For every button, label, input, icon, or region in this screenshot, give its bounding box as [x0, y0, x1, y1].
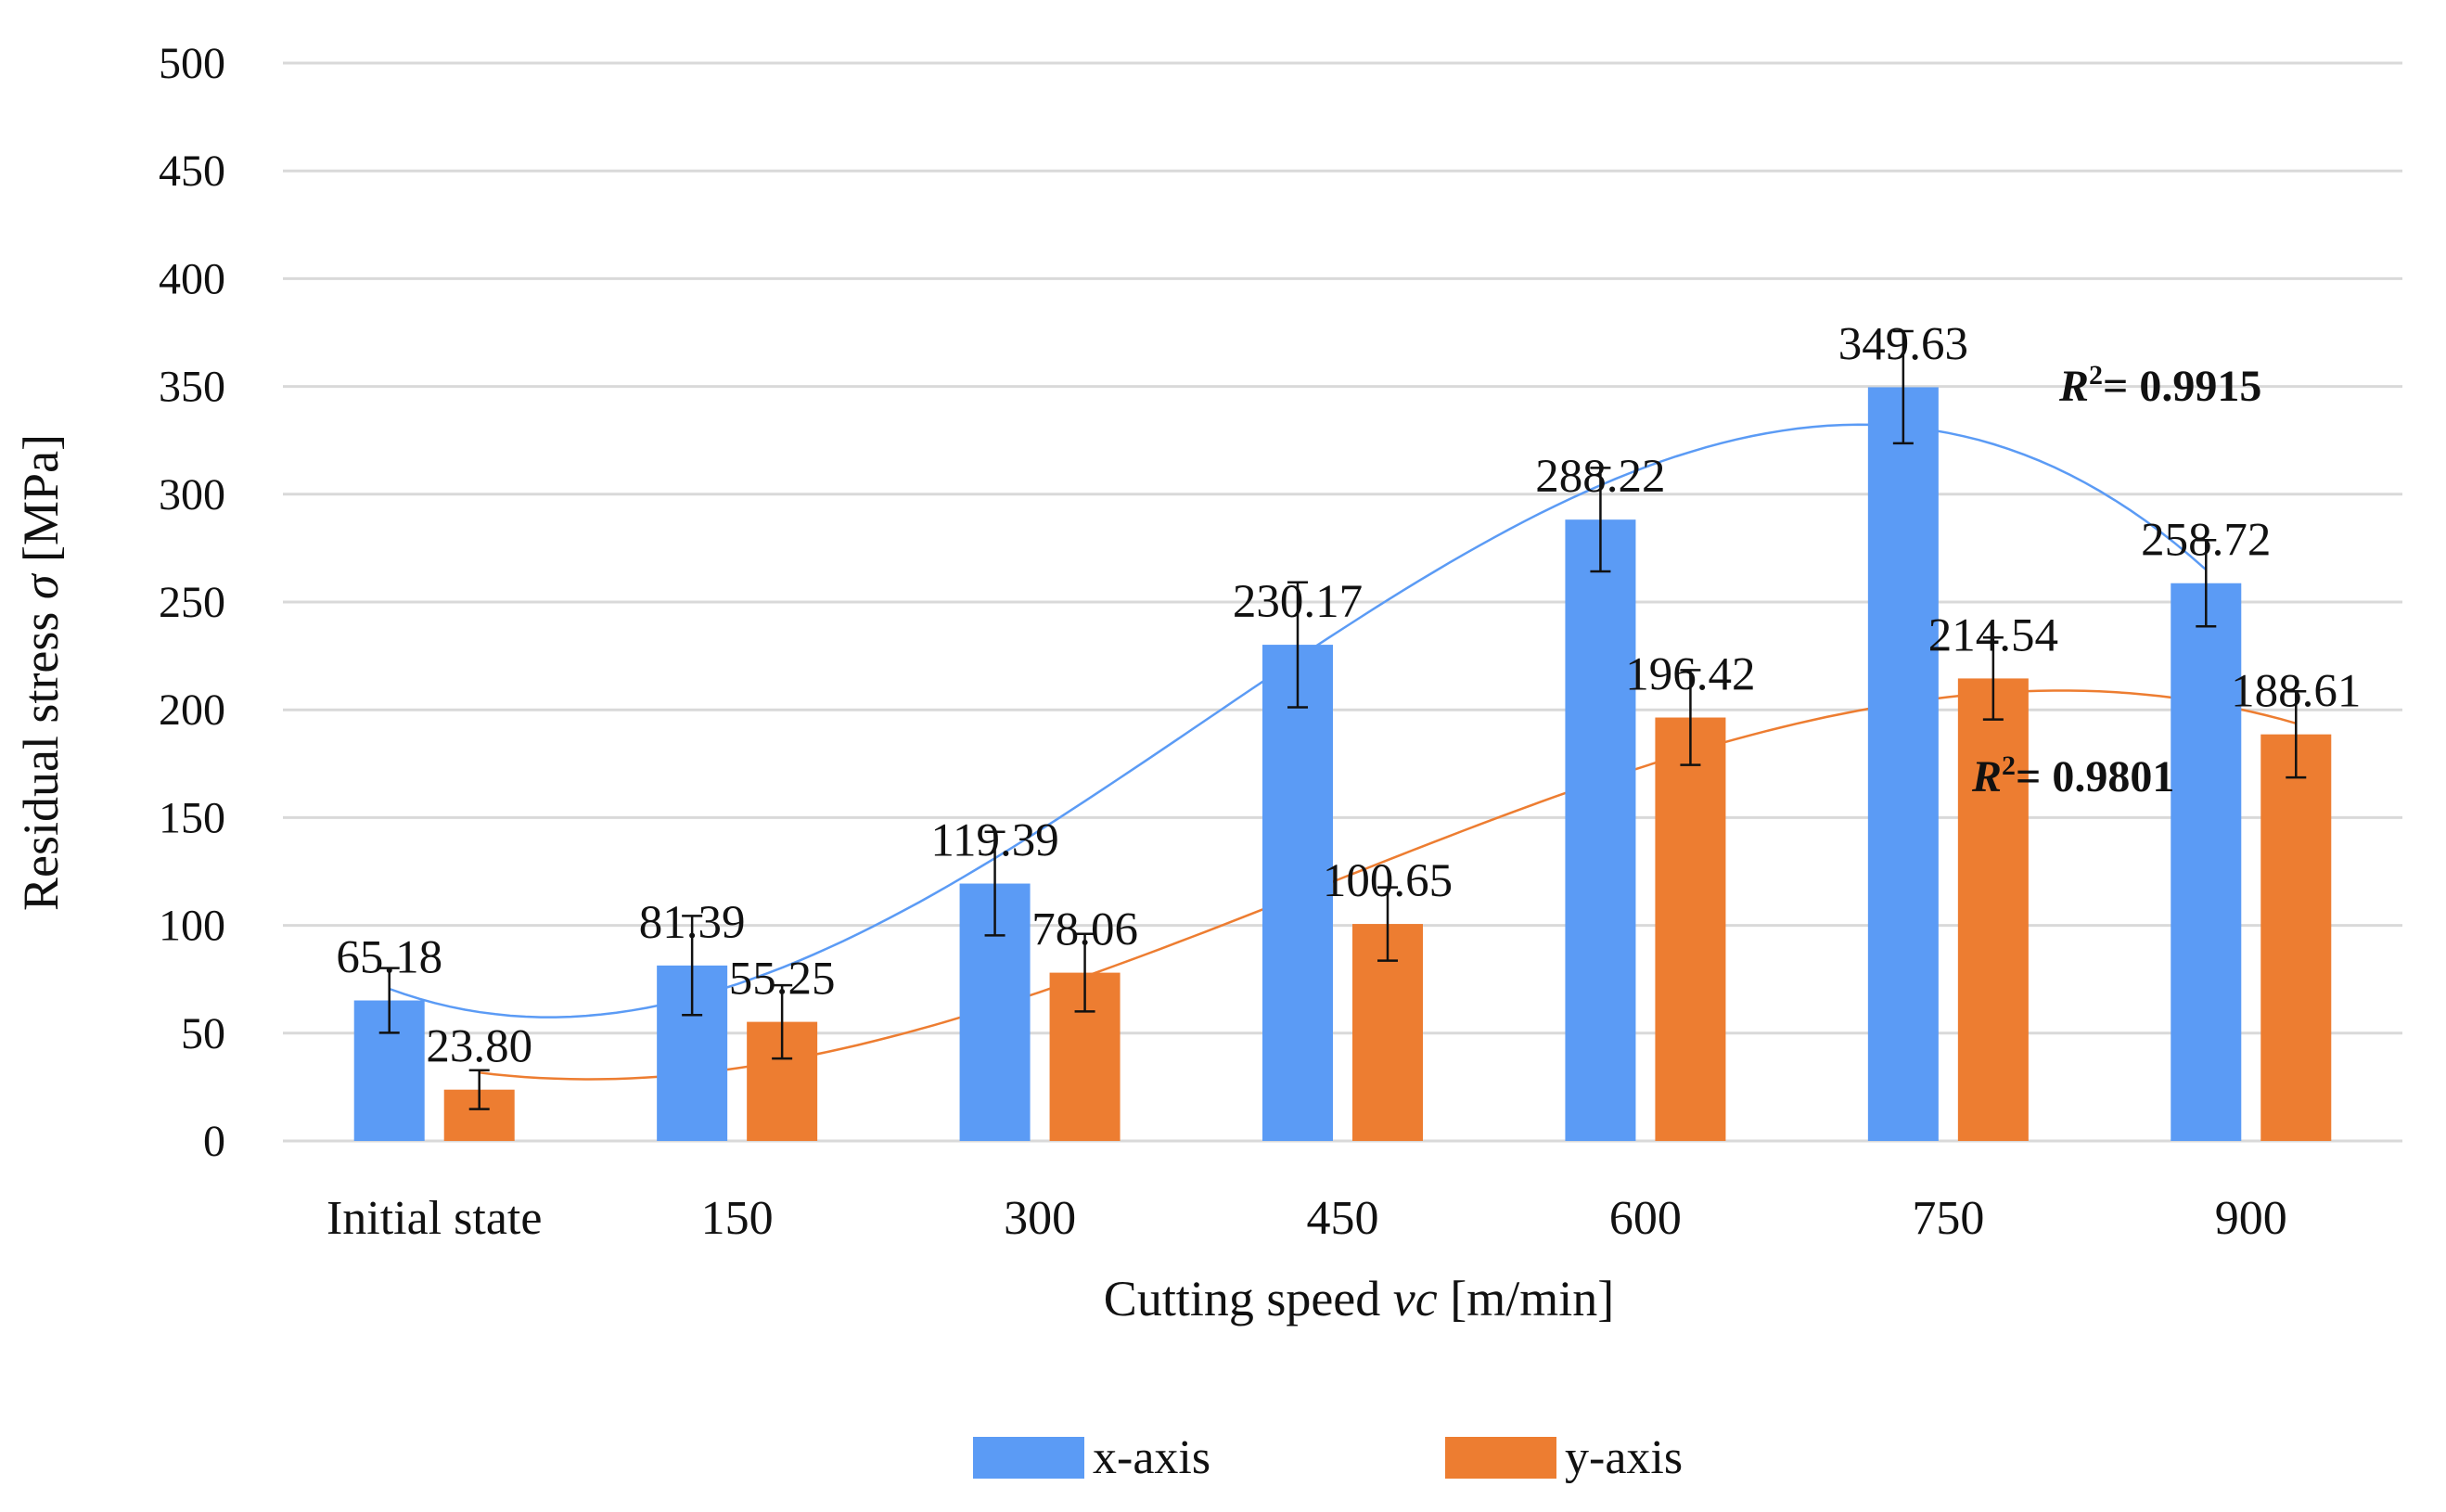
- bar-x-axis-600: [1565, 519, 1636, 1141]
- y-axis-title: Residual stress σ [MPa]: [13, 434, 69, 911]
- x-category-label: 600: [1609, 1192, 1682, 1245]
- data-label: 65.18: [336, 932, 442, 984]
- gridlines: [283, 61, 2402, 1143]
- legend-swatch-y-axis: [1445, 1437, 1556, 1479]
- data-label: 349.63: [1838, 318, 1968, 370]
- y-tick-label-400: 400: [159, 254, 225, 303]
- y-tick-label-350: 350: [159, 363, 225, 412]
- data-label: 196.42: [1625, 649, 1755, 701]
- bar-x-axis-900: [2171, 583, 2242, 1141]
- data-label: 100.65: [1323, 855, 1453, 907]
- bars: [353, 387, 2332, 1142]
- bar-y-axis-750: [1957, 678, 2029, 1141]
- y-tick-label-500: 500: [159, 39, 225, 88]
- x-category-label: 450: [1307, 1192, 1379, 1245]
- x-category-label: Initial state: [327, 1192, 542, 1245]
- data-label: 230.17: [1233, 576, 1363, 628]
- y-tick-label-450: 450: [159, 147, 225, 196]
- data-labels: 65.18 81.39 119.39 230.17 288.22 349.63 258.72…: [336, 318, 2361, 1072]
- y-tick-label-250: 250: [159, 578, 225, 627]
- data-label: 78.06: [1031, 904, 1138, 956]
- y-tick-label-0: 0: [203, 1117, 225, 1166]
- x-category-labels: Initial state 150 300 450 600 750 900: [327, 1192, 2287, 1245]
- bar-x-axis-450: [1262, 645, 1333, 1141]
- x-category-label: 750: [1912, 1192, 1984, 1245]
- data-label: 288.22: [1535, 451, 1665, 503]
- data-label: 55.25: [729, 954, 836, 1006]
- r2-label-x-axis: R2= 0.9915: [2058, 360, 2261, 411]
- data-label: 188.61: [2231, 666, 2361, 718]
- data-label: 214.54: [1928, 609, 2058, 661]
- error-bars: [378, 329, 2307, 1110]
- svg-text:R2= 0.9915: R2= 0.9915: [2058, 360, 2261, 411]
- bar-y-axis-900: [2260, 734, 2332, 1141]
- r2-label-y-axis: R2= 0.9801: [1971, 750, 2174, 801]
- x-category-label: 900: [2215, 1192, 2287, 1245]
- data-label: 23.80: [426, 1021, 532, 1073]
- legend: x-axis y-axis: [973, 1431, 1683, 1484]
- data-label: 119.39: [930, 815, 1058, 867]
- svg-text:R2= 0.9801: R2= 0.9801: [1971, 750, 2174, 801]
- legend-label-y-axis: y-axis: [1565, 1431, 1683, 1484]
- bar-x-axis-750: [1867, 387, 1939, 1142]
- y-tick-label-300: 300: [159, 470, 225, 519]
- legend-swatch-x-axis: [973, 1437, 1084, 1479]
- data-label: 258.72: [2141, 515, 2271, 567]
- x-category-label: 150: [701, 1192, 774, 1245]
- data-label: 81.39: [639, 897, 746, 949]
- y-tick-labels: 0 50 100 150 200 250 300 350 400 450 500: [159, 39, 225, 1166]
- y-tick-label-50: 50: [181, 1009, 225, 1058]
- x-axis-title: Cutting speed vc [m/min]: [1104, 1271, 1614, 1326]
- y-tick-label-200: 200: [159, 686, 225, 735]
- x-category-label: 300: [1004, 1192, 1076, 1245]
- legend-label-x-axis: x-axis: [1093, 1431, 1210, 1484]
- y-tick-label-150: 150: [159, 793, 225, 842]
- bar-y-axis-600: [1655, 717, 1726, 1141]
- y-tick-label-100: 100: [159, 902, 225, 951]
